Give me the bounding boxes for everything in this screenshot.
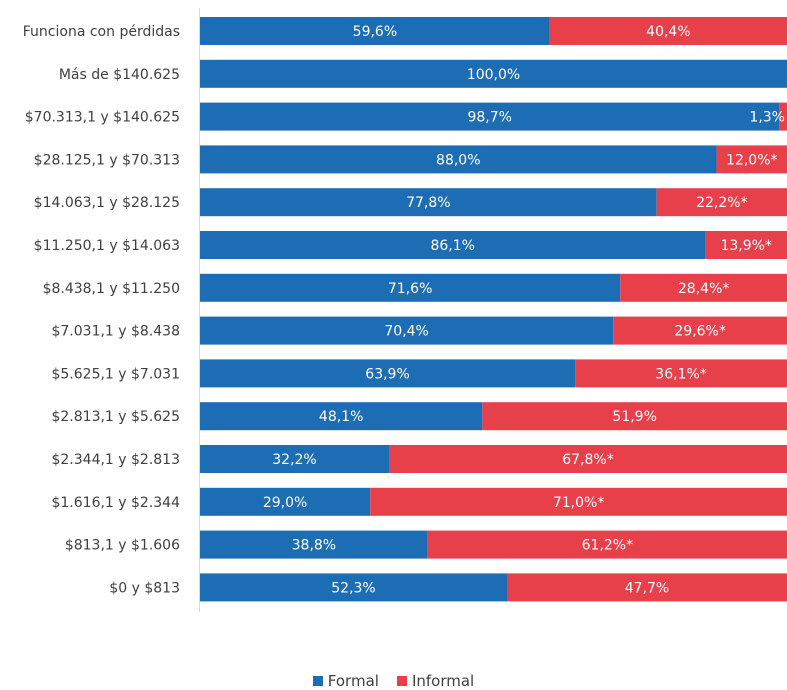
data-label-informal: 51,9% — [612, 409, 656, 425]
bar-segment-informal — [507, 573, 787, 602]
bar-segment-formal — [200, 402, 483, 431]
legend-item-formal: Formal — [312, 672, 379, 690]
category-label: $813,1 y $1.606 — [65, 538, 180, 554]
category-label: $1.616,1 y $2.344 — [51, 495, 180, 511]
bar-segment-formal — [200, 316, 614, 345]
data-label-formal: 48,1% — [319, 409, 363, 425]
bar-segment-informal — [427, 530, 787, 559]
category-label: $7.031,1 y $8.438 — [51, 324, 180, 340]
bar-segment-formal — [200, 273, 621, 302]
data-label-informal: 36,1%* — [655, 366, 706, 382]
data-label-formal: 32,2% — [272, 452, 316, 468]
data-label-informal: 40,4% — [646, 24, 690, 40]
legend-swatch-formal — [312, 676, 323, 686]
bar-segment-formal — [200, 17, 550, 45]
bar-segment-informal — [549, 17, 787, 45]
data-label-informal: 67,8%* — [562, 452, 613, 468]
data-label-formal: 77,8% — [406, 195, 450, 211]
data-label-informal: 13,9%* — [720, 238, 771, 254]
bars-layer: 59,6% 40,4% 100,0% 98,7% 1,3% 88,0% 12,0%* 77,8… — [200, 17, 787, 602]
bar-segment-informal — [389, 445, 787, 473]
bar-segment-formal — [200, 487, 371, 516]
data-label-formal: 100,0% — [467, 67, 520, 83]
data-label-informal: 71,0%* — [553, 495, 604, 511]
legend-swatch-informal — [396, 676, 407, 686]
category-label: Más de $140.625 — [59, 67, 180, 83]
data-label-informal: 12,0%* — [726, 152, 777, 168]
data-label-formal: 59,6% — [353, 24, 397, 40]
category-label: $2.813,1 y $5.625 — [51, 409, 180, 425]
bar-segment-informal — [656, 188, 787, 217]
data-label-formal: 52,3% — [331, 580, 375, 596]
bar-segment-informal — [482, 402, 787, 431]
data-label-formal: 98,7% — [467, 110, 511, 126]
bar-segment-informal — [370, 487, 787, 516]
stacked-bar-chart: 59,6% 40,4% 100,0% 98,7% 1,3% 88,0% 12,0%* 77,8… — [23, 8, 787, 612]
bar-segment-informal — [716, 145, 787, 174]
legend-label-informal: Informal — [411, 672, 475, 690]
data-label-informal: 1,3% — [749, 110, 785, 126]
data-label-formal: 71,6% — [388, 281, 432, 297]
legend-label-formal: Formal — [327, 672, 379, 690]
category-label: $28.125,1 y $70.313 — [34, 152, 180, 168]
bar-segment-informal — [613, 316, 787, 345]
bar-segment-formal — [200, 231, 706, 259]
category-label: $11.250,1 y $14.063 — [34, 238, 180, 254]
bar-segment-formal — [200, 188, 657, 217]
bar-segment-informal — [705, 231, 787, 259]
data-label-formal: 86,1% — [430, 238, 474, 254]
data-label-informal: 28,4%* — [678, 281, 729, 297]
bar-segment-formal — [200, 445, 390, 473]
data-label-informal: 22,2%* — [696, 195, 747, 211]
data-label-formal: 63,9% — [365, 366, 409, 382]
bar-segment-informal — [575, 359, 787, 388]
bar-segment-formal — [200, 102, 780, 131]
data-label-informal: 61,2%* — [582, 538, 633, 554]
legend: Formal Informal — [0, 672, 787, 690]
category-label: $0 y $813 — [109, 580, 180, 596]
bar-segment-informal — [620, 273, 787, 302]
category-labels: Funciona con pérdidas Más de $140.625 $70.… — [23, 24, 180, 596]
category-label: Funciona con pérdidas — [23, 24, 180, 40]
bar-segment-formal — [200, 359, 576, 388]
data-label-informal: 47,7% — [625, 580, 669, 596]
data-label-formal: 70,4% — [384, 324, 428, 340]
bar-segment-formal — [200, 145, 717, 174]
category-label: $2.344,1 y $2.813 — [51, 452, 180, 468]
bar-segment-informal — [779, 102, 787, 131]
data-label-informal: 29,6%* — [674, 324, 725, 340]
category-label: $8.438,1 y $11.250 — [43, 281, 180, 297]
bar-segment-formal — [200, 59, 787, 88]
legend-item-informal: Informal — [396, 672, 475, 690]
category-label: $70.313,1 y $140.625 — [25, 110, 180, 126]
data-label-formal: 88,0% — [436, 152, 480, 168]
category-label: $5.625,1 y $7.031 — [51, 366, 180, 382]
category-label: $14.063,1 y $28.125 — [34, 195, 180, 211]
bar-segment-formal — [200, 573, 508, 602]
data-label-formal: 38,8% — [292, 538, 336, 554]
data-label-formal: 29,0% — [263, 495, 307, 511]
bar-segment-formal — [200, 530, 428, 559]
